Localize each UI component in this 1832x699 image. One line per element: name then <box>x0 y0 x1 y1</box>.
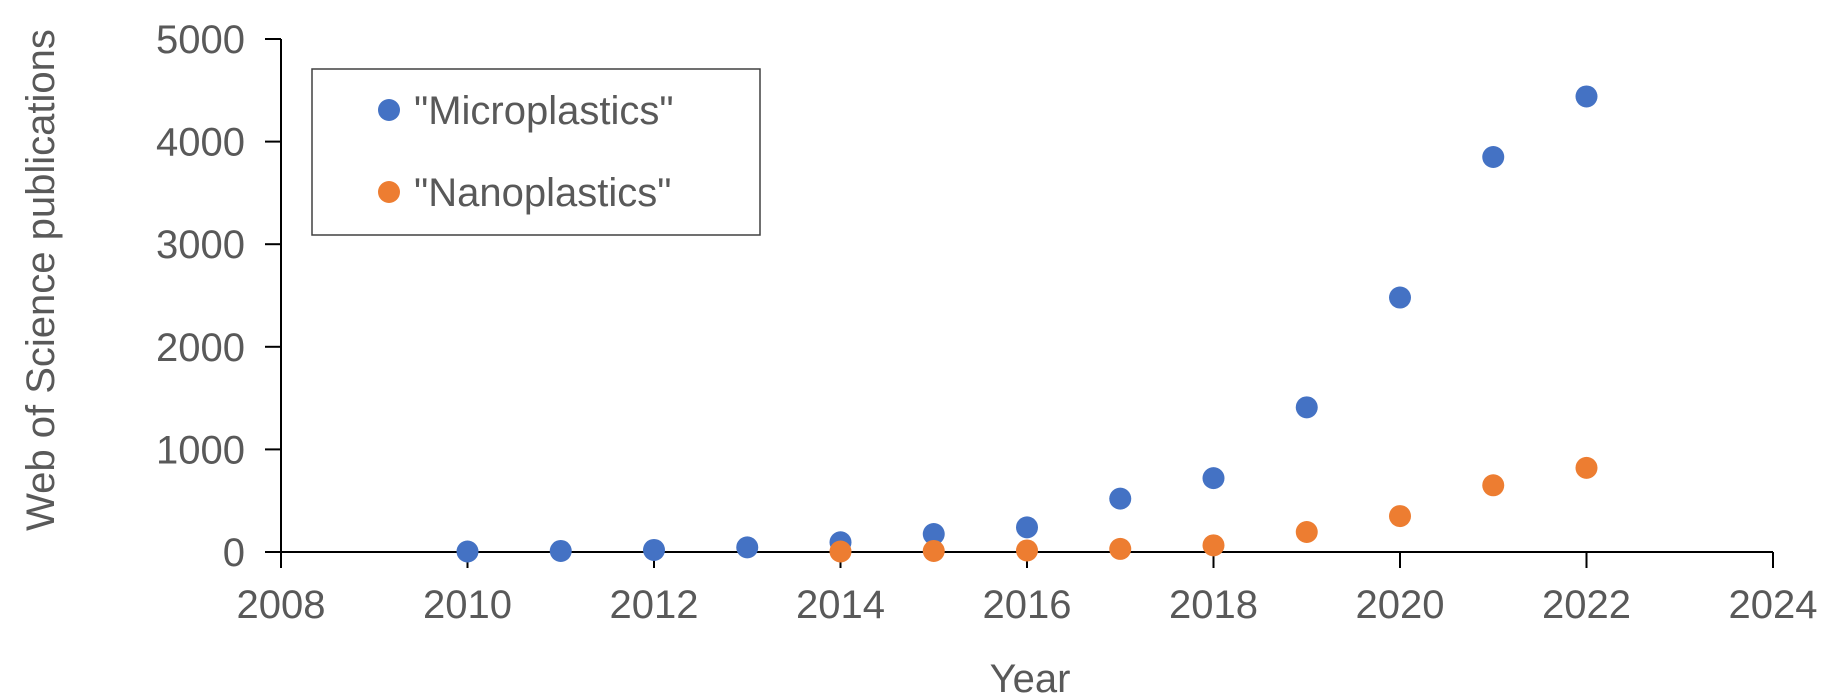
legend-label-nanoplastics: "Nanoplastics" <box>414 171 671 215</box>
x-tick-label: 2010 <box>423 583 512 627</box>
data-point <box>1576 457 1598 479</box>
data-point <box>1203 534 1225 556</box>
data-point <box>1203 467 1225 489</box>
data-point <box>923 540 945 562</box>
y-axis-ticks: 0 1000 2000 3000 4000 5000 <box>156 18 281 575</box>
data-point <box>1016 539 1038 561</box>
y-axis-title: Web of Science publications <box>19 29 63 531</box>
data-point <box>643 539 665 561</box>
y-tick-label: 3000 <box>156 223 245 267</box>
y-tick-label: 1000 <box>156 428 245 472</box>
x-tick-label: 2020 <box>1356 583 1445 627</box>
y-tick-label: 0 <box>223 531 245 575</box>
legend-marker-microplastics <box>378 99 400 121</box>
y-tick-label: 2000 <box>156 326 245 370</box>
x-tick-label: 2024 <box>1729 583 1818 627</box>
y-tick-label: 5000 <box>156 18 245 62</box>
data-point <box>457 540 479 562</box>
data-point <box>1482 146 1504 168</box>
x-axis-ticks: 2008 2010 2012 2014 2016 2018 2020 2022 2024 <box>237 552 1818 627</box>
x-tick-label: 2012 <box>610 583 699 627</box>
data-point <box>1389 287 1411 309</box>
data-point <box>1482 474 1504 496</box>
legend-marker-nanoplastics <box>378 181 400 203</box>
data-point <box>1296 396 1318 418</box>
data-point <box>736 536 758 558</box>
x-tick-label: 2018 <box>1169 583 1258 627</box>
data-point <box>1109 488 1131 510</box>
data-point <box>1576 85 1598 107</box>
x-tick-label: 2016 <box>983 583 1072 627</box>
data-point <box>550 540 572 562</box>
data-point <box>1296 521 1318 543</box>
data-point <box>830 540 852 562</box>
data-point <box>1389 505 1411 527</box>
x-axis-title: Year <box>990 657 1071 699</box>
data-point <box>1109 538 1131 560</box>
x-tick-label: 2014 <box>796 583 885 627</box>
legend: "Microplastics" "Nanoplastics" <box>312 69 760 235</box>
y-tick-label: 4000 <box>156 121 245 165</box>
data-point <box>1016 516 1038 538</box>
x-tick-label: 2022 <box>1542 583 1631 627</box>
x-tick-label: 2008 <box>237 583 326 627</box>
legend-label-microplastics: "Microplastics" <box>414 89 674 133</box>
